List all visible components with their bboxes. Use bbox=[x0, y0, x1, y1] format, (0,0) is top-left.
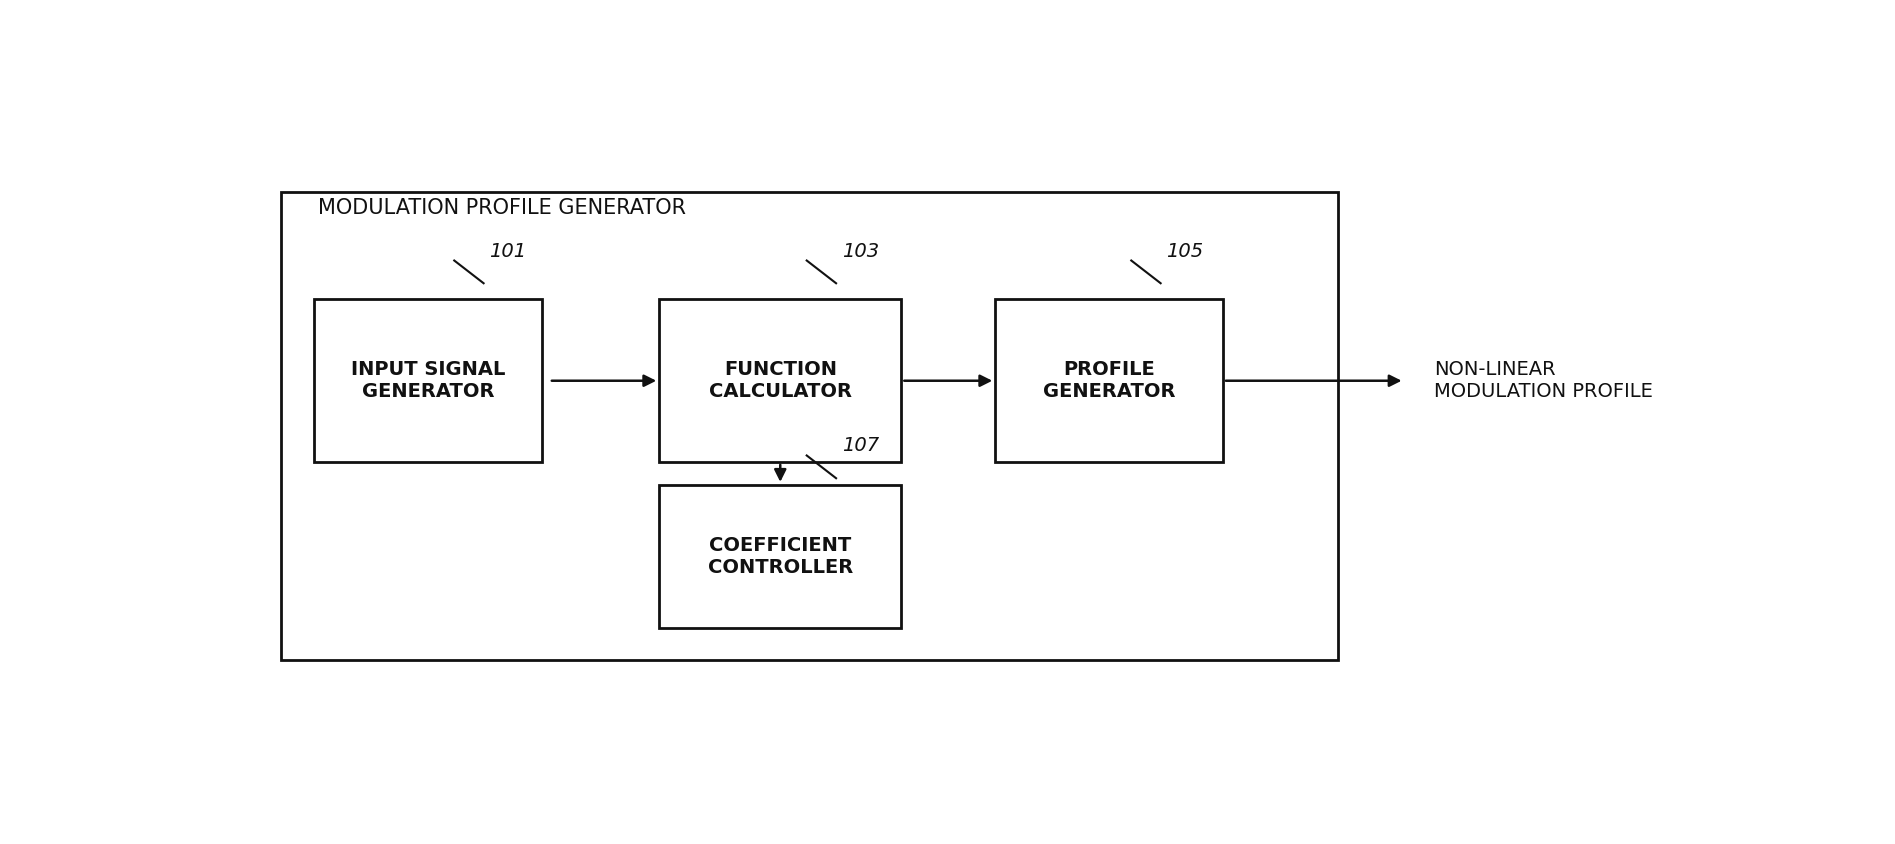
Text: MODULATION PROFILE GENERATOR: MODULATION PROFILE GENERATOR bbox=[318, 198, 686, 219]
Text: COEFFICIENT
CONTROLLER: COEFFICIENT CONTROLLER bbox=[707, 536, 853, 576]
Bar bbox=[659, 484, 902, 628]
Bar bbox=[659, 300, 902, 462]
Text: 107: 107 bbox=[841, 436, 879, 456]
Text: 101: 101 bbox=[489, 241, 527, 261]
Bar bbox=[280, 192, 1338, 660]
Text: 105: 105 bbox=[1167, 241, 1203, 261]
Bar bbox=[315, 300, 542, 462]
Bar bbox=[995, 300, 1222, 462]
Text: NON-LINEAR
MODULATION PROFILE: NON-LINEAR MODULATION PROFILE bbox=[1435, 360, 1652, 401]
Text: 103: 103 bbox=[841, 241, 879, 261]
Text: FUNCTION
CALCULATOR: FUNCTION CALCULATOR bbox=[709, 360, 851, 401]
Text: INPUT SIGNAL
GENERATOR: INPUT SIGNAL GENERATOR bbox=[351, 360, 504, 401]
Text: PROFILE
GENERATOR: PROFILE GENERATOR bbox=[1042, 360, 1175, 401]
